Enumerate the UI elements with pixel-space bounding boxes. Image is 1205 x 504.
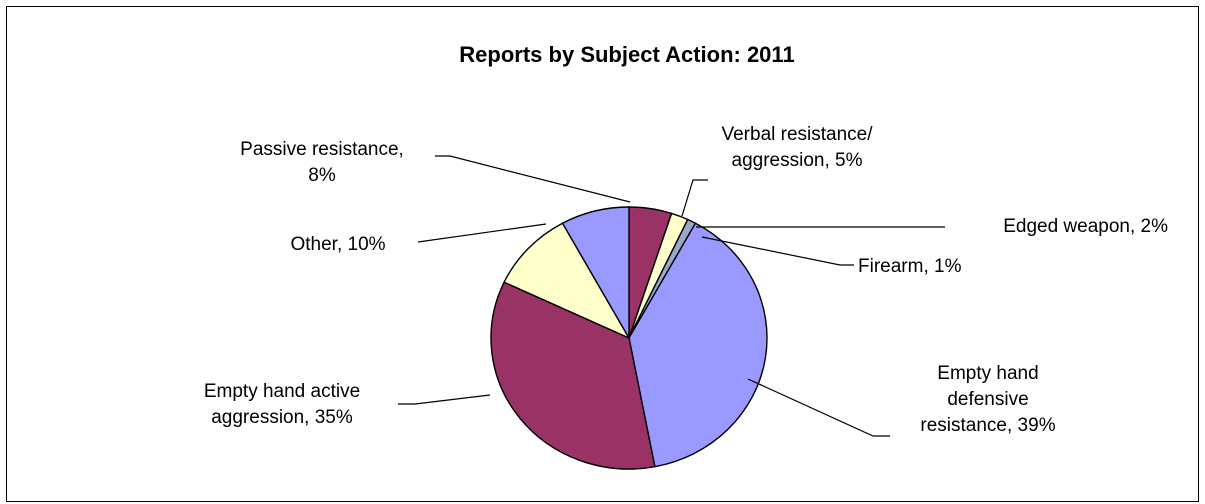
slice-label-2: Firearm, 1%: [858, 256, 962, 277]
slice-label-6: Passive resistance, 8%: [240, 139, 404, 186]
leader-line-0: [681, 179, 708, 217]
leader-line-4: [398, 394, 491, 405]
slice-label-1-line-0: Edged weapon, 2%: [1003, 216, 1168, 237]
slice-label-3: Empty hand defensive resistance, 39%: [920, 363, 1055, 436]
leader-line-3: [747, 378, 890, 437]
slice-label-5: Other, 10%: [290, 234, 385, 255]
chart-title: Reports by Subject Action: 2011: [459, 42, 794, 67]
leader-line-5: [417, 223, 547, 243]
slice-label-6-line-1: 8%: [308, 165, 336, 186]
slice-labels: Verbal resistance/aggression, 5% Edged we…: [204, 124, 1168, 436]
pie-slice-4: [490, 281, 656, 470]
slice-label-6-line-0: Passive resistance,: [240, 139, 404, 160]
slice-label-3-line-1: defensive: [947, 389, 1028, 410]
slice-label-1: Edged weapon, 2%: [1003, 216, 1168, 237]
slice-label-4-line-0: Empty hand active: [204, 381, 360, 402]
slice-label-0-line-1: aggression, 5%: [732, 150, 863, 171]
pie-slice-5: [503, 222, 631, 340]
pie-slices: [490, 206, 768, 470]
leader-line-6: [435, 155, 631, 203]
slice-label-0: Verbal resistance/aggression, 5%: [721, 124, 873, 171]
slice-label-4: Empty hand active aggression, 35%: [204, 381, 360, 428]
slice-label-5-line-0: Other, 10%: [290, 234, 385, 255]
leader-lines: [398, 155, 945, 437]
pie-slice-6: [561, 206, 630, 341]
pie-slice-3: [628, 222, 768, 468]
leader-line-2: [701, 236, 854, 266]
slice-label-0-line-0: Verbal resistance/: [721, 124, 873, 145]
slice-label-3-line-0: Empty hand: [937, 363, 1038, 384]
slice-label-3-line-2: resistance, 39%: [920, 415, 1055, 436]
slice-label-2-line-0: Firearm, 1%: [858, 256, 962, 277]
slice-label-4-line-1: aggression, 35%: [211, 407, 353, 428]
